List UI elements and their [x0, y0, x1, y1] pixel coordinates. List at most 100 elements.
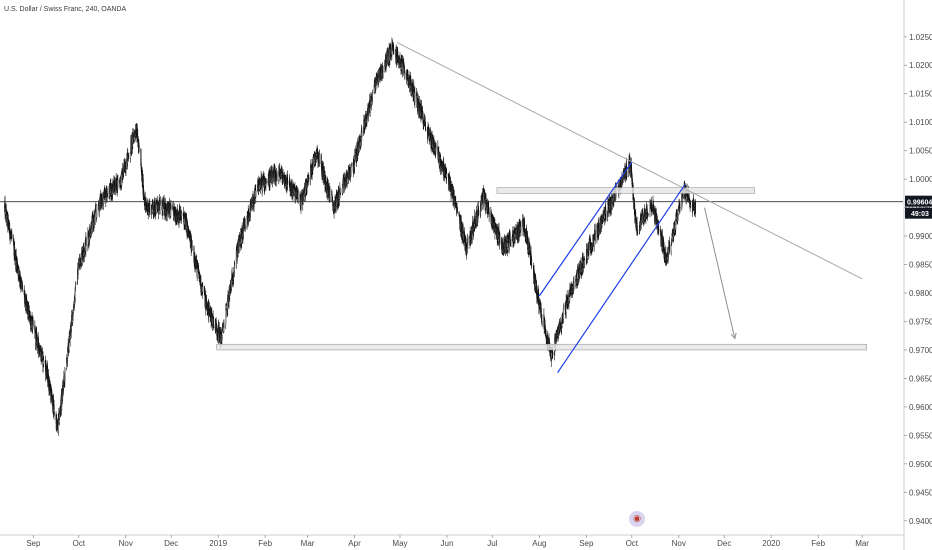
candle	[308, 173, 310, 186]
candle	[138, 142, 140, 153]
candle	[191, 240, 193, 251]
candle	[32, 316, 34, 329]
candle	[393, 44, 395, 55]
candle-body	[181, 212, 183, 217]
candle	[75, 281, 77, 292]
candle-body	[53, 413, 55, 415]
candle	[94, 210, 96, 225]
candle	[64, 366, 66, 388]
candle-body	[340, 188, 342, 194]
candle-body	[170, 204, 172, 209]
candle	[106, 188, 108, 198]
candle-body	[75, 284, 77, 288]
candle	[85, 236, 87, 247]
candle	[202, 283, 204, 295]
candle-body	[21, 284, 23, 290]
candle-body	[378, 69, 380, 77]
candle-body	[329, 191, 331, 198]
candle	[488, 207, 490, 222]
candle	[223, 319, 225, 329]
candle	[53, 409, 55, 416]
candle-body	[414, 92, 416, 103]
candle-body	[138, 145, 140, 149]
candle	[287, 174, 289, 190]
candle-body	[18, 267, 20, 274]
candle	[435, 142, 437, 150]
candle	[265, 179, 267, 184]
candle-body	[287, 180, 289, 185]
candle-body	[96, 204, 98, 219]
candle	[456, 206, 458, 215]
candle	[81, 247, 83, 267]
candle-body	[446, 173, 448, 178]
candle	[96, 203, 98, 223]
candle-body	[212, 316, 214, 329]
candle	[403, 64, 405, 80]
candle-body	[435, 146, 437, 148]
candle-body	[371, 92, 373, 98]
candle	[382, 71, 384, 79]
candle	[350, 162, 352, 168]
candle	[244, 218, 246, 232]
candle	[21, 281, 23, 292]
candle	[340, 188, 342, 196]
candle-body	[202, 286, 204, 293]
candle	[11, 229, 13, 242]
candle-body	[103, 197, 105, 204]
candle-body	[85, 237, 87, 246]
candle-body	[478, 206, 480, 216]
candle-body	[350, 164, 352, 166]
candle-body	[191, 246, 193, 248]
candle-body	[361, 132, 363, 137]
candle-body	[32, 320, 34, 326]
candle-body	[106, 192, 108, 198]
candle	[159, 196, 161, 206]
candle-body	[318, 154, 320, 162]
candle-body	[387, 50, 389, 54]
candle-body	[11, 233, 13, 240]
candle-body	[225, 309, 227, 324]
candle	[318, 149, 320, 167]
candle-body	[456, 206, 458, 213]
candle	[276, 170, 278, 182]
candle	[128, 153, 130, 162]
candle	[181, 211, 183, 221]
candles-layer	[4, 37, 696, 436]
candle-body	[276, 173, 278, 181]
candle	[478, 201, 480, 217]
candle-body	[467, 236, 469, 243]
candle-body	[308, 176, 310, 180]
candle	[329, 186, 331, 202]
candle-body	[265, 179, 267, 182]
candle-body	[143, 194, 145, 197]
candle	[414, 86, 416, 109]
candle-body	[382, 71, 384, 75]
candle-body	[64, 368, 66, 382]
candle	[43, 356, 45, 368]
candle-body	[402, 65, 404, 74]
candle	[446, 167, 448, 180]
candle-body	[149, 203, 151, 215]
candle-body	[137, 129, 139, 137]
candle-body	[297, 194, 299, 198]
candle-body	[223, 323, 225, 326]
candle-body	[94, 212, 96, 219]
candle-body	[255, 190, 257, 198]
candle-body	[77, 267, 79, 274]
candle-body	[194, 257, 196, 266]
candle	[255, 184, 257, 204]
candle-body	[244, 225, 246, 230]
candle	[117, 174, 119, 189]
candle	[371, 89, 373, 103]
candle-body	[128, 155, 130, 159]
candle-body	[488, 212, 490, 218]
candle	[234, 260, 236, 269]
candle-body	[403, 65, 405, 74]
candle-body	[43, 359, 45, 365]
candle-body	[393, 48, 395, 54]
candle	[467, 235, 469, 250]
candle-body	[117, 179, 119, 187]
candle	[212, 316, 214, 331]
